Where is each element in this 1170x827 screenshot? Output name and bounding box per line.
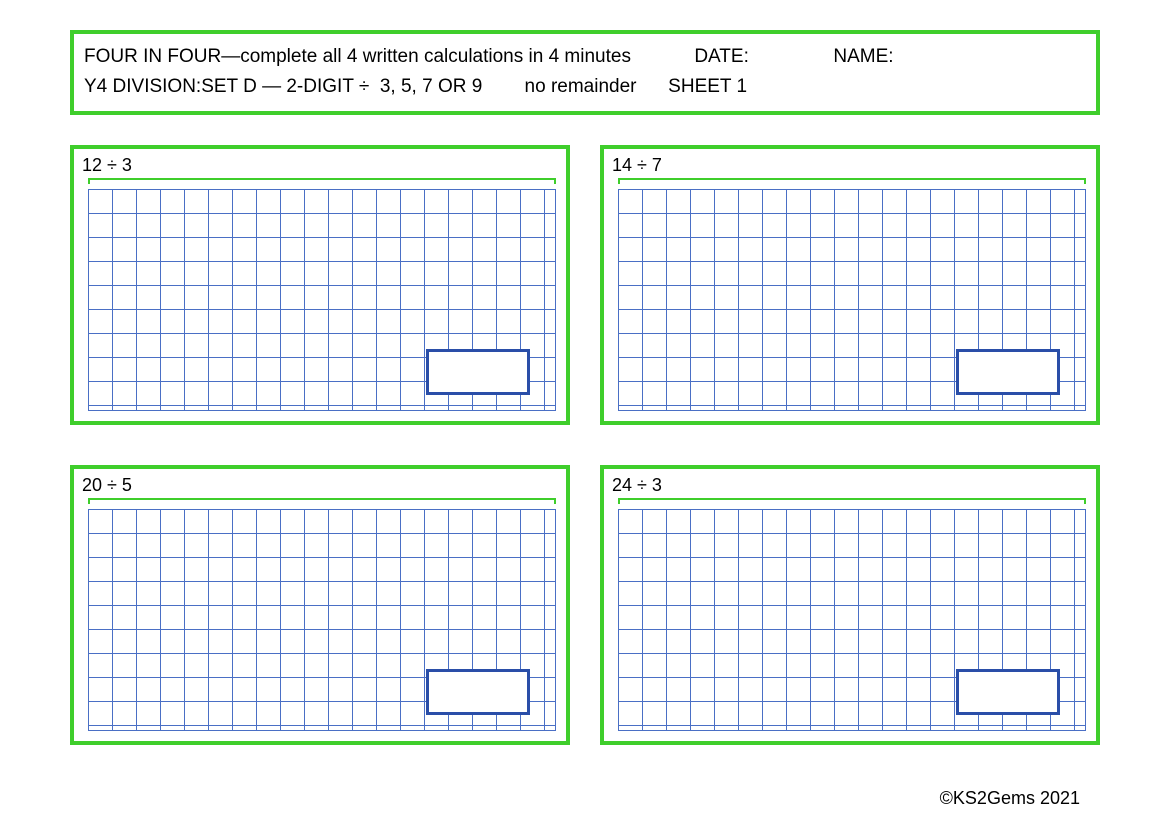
grid-top-bar	[88, 498, 556, 504]
footer-copyright: ©KS2Gems 2021	[940, 788, 1080, 809]
answer-box[interactable]	[426, 349, 530, 395]
problem-box-1: 12 ÷ 3	[70, 145, 570, 425]
problems-grid: 12 ÷ 3 14 ÷ 7 20 ÷ 5 24 ÷ 3	[70, 145, 1100, 745]
problem-label: 12 ÷ 3	[82, 155, 558, 176]
problem-label: 14 ÷ 7	[612, 155, 1088, 176]
header-sheet: SHEET 1	[668, 72, 747, 102]
problem-label: 24 ÷ 3	[612, 475, 1088, 496]
problem-label: 20 ÷ 5	[82, 475, 558, 496]
header-remainder: no remainder	[525, 72, 637, 102]
problem-box-3: 20 ÷ 5	[70, 465, 570, 745]
problem-box-2: 14 ÷ 7	[600, 145, 1100, 425]
header-date-label: DATE:	[694, 42, 749, 72]
header-main: FOUR IN FOUR—complete all 4 written calc…	[84, 42, 631, 72]
header-set: Y4 DIVISION:SET D — 2-DIGIT ÷ 3, 5, 7 OR…	[84, 72, 482, 102]
grid-top-bar	[618, 498, 1086, 504]
answer-box[interactable]	[956, 349, 1060, 395]
header-box: FOUR IN FOUR—complete all 4 written calc…	[70, 30, 1100, 115]
grid-top-bar	[88, 178, 556, 184]
grid-top-bar	[618, 178, 1086, 184]
problem-box-4: 24 ÷ 3	[600, 465, 1100, 745]
header-name-label: NAME:	[833, 42, 893, 72]
answer-box[interactable]	[956, 669, 1060, 715]
answer-box[interactable]	[426, 669, 530, 715]
header-line-1: FOUR IN FOUR—complete all 4 written calc…	[84, 42, 1086, 72]
header-line-2: Y4 DIVISION:SET D — 2-DIGIT ÷ 3, 5, 7 OR…	[84, 72, 1086, 102]
